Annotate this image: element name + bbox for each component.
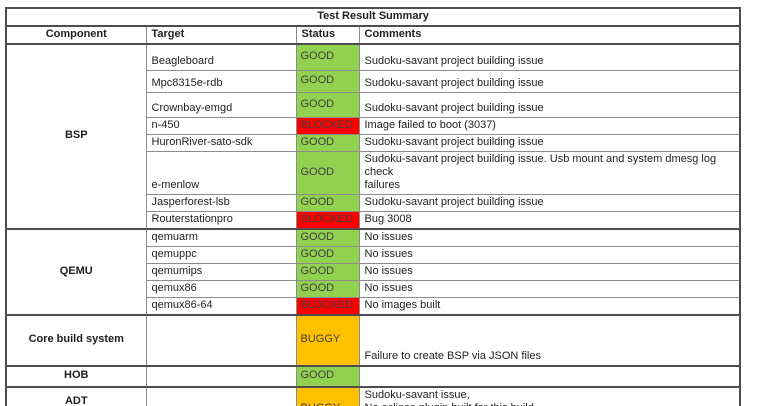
comment-cell: Sudoku-savant project building issue (358, 43, 741, 71)
target-cell: e-menlow (145, 150, 297, 195)
table-row: Mpc8315e-rdb GOOD Sudoku-savant project … (6, 69, 741, 93)
status-cell: GOOD (295, 364, 360, 387)
comment-cell: No issues (358, 262, 741, 281)
test-result-table: Test Result Summary Component Target Sta… (5, 7, 742, 406)
target-cell: HuronRiver-sato-sdk (145, 133, 297, 152)
table-row: qemumips GOOD No issues (6, 262, 741, 281)
table-title-row: Test Result Summary (5, 7, 741, 27)
table-row: Crownbay-emgd GOOD Sudoku-savant project… (6, 91, 741, 118)
comment-cell: No issues (358, 279, 741, 298)
comment-cell: Sudoku-savant project building issue (358, 91, 741, 118)
table-row: ADT BUGGY Sudoku-savant issue, No eclips… (5, 385, 741, 406)
comment-cell: Bug 3008 (358, 210, 741, 229)
column-header-comments: Comments (358, 25, 741, 45)
target-cell (145, 385, 297, 406)
comment-cell: No issues (358, 245, 741, 264)
status-cell: GOOD (295, 227, 360, 247)
comment-cell: Image failed to boot (3037) (358, 116, 741, 135)
column-header-target: Target (145, 25, 297, 45)
comment-cell: Sudoku-savant project building issue (358, 133, 741, 152)
table-row: HOB GOOD (5, 364, 741, 387)
target-cell: Beagleboard (145, 43, 297, 71)
status-cell: BLOCKED (295, 296, 360, 315)
table-row: qemux86-64 BLOCKED No images built (6, 296, 741, 315)
comment-cell: Sudoku-savant issue, No eclipse plugin b… (358, 385, 741, 406)
component-cell-adt: ADT (5, 385, 147, 406)
target-cell: qemuppc (145, 245, 297, 264)
status-cell: BUGGY (295, 313, 360, 366)
table-header-row: Component Target Status Comments (5, 25, 741, 45)
comment-cell: No images built (358, 296, 741, 315)
target-cell: qemumips (145, 262, 297, 281)
table-row: QEMU qemuarm GOOD No issues (5, 227, 741, 315)
status-cell: GOOD (295, 150, 360, 195)
component-cell-hob: HOB (5, 364, 147, 387)
table-row: HuronRiver-sato-sdk GOOD Sudoku-savant p… (6, 133, 741, 152)
comment-cell: Sudoku-savant project building issue (358, 69, 741, 93)
comment-cell: Sudoku-savant project building issue. Us… (358, 150, 741, 195)
status-cell: GOOD (295, 133, 360, 152)
table-row: e-menlow GOOD Sudoku-savant project buil… (6, 150, 741, 195)
target-cell (145, 313, 297, 366)
comment-cell: Sudoku-savant project building issue (358, 193, 741, 212)
comment-cell (358, 364, 741, 387)
column-header-status: Status (295, 25, 360, 45)
comment-cell: Failure to create BSP via JSON files (358, 313, 741, 366)
target-cell: qemux86-64 (145, 296, 297, 315)
target-cell (145, 364, 297, 387)
target-cell: Jasperforest-lsb (145, 193, 297, 212)
target-cell: Crownbay-emgd (145, 91, 297, 118)
component-cell-qemu: QEMU (5, 227, 147, 315)
status-cell: GOOD (295, 279, 360, 298)
target-cell: Mpc8315e-rdb (145, 69, 297, 93)
table-row: Routerstationpro BLOCKED Bug 3008 (6, 210, 741, 229)
status-cell: BUGGY (295, 385, 360, 406)
table-row: Jasperforest-lsb GOOD Sudoku-savant proj… (6, 193, 741, 212)
table-title: Test Result Summary (5, 7, 741, 27)
column-header-component: Component (5, 25, 147, 45)
target-cell: Routerstationpro (145, 210, 297, 229)
component-cell-core-build-system: Core build system (5, 313, 147, 366)
target-cell: qemuarm (145, 227, 297, 247)
target-cell: n-450 (145, 116, 297, 135)
status-cell: BLOCKED (295, 210, 360, 229)
table-row: Core build system BUGGY Failure to creat… (5, 313, 741, 366)
status-cell: BLOCKED (295, 116, 360, 135)
component-cell-bsp: BSP (5, 43, 147, 229)
status-cell: GOOD (295, 193, 360, 212)
status-cell: GOOD (295, 91, 360, 118)
table-row: BSP Beagleboard GOOD Sudoku-savant proje… (5, 43, 741, 229)
status-cell: GOOD (295, 262, 360, 281)
target-cell: qemux86 (145, 279, 297, 298)
status-cell: GOOD (295, 43, 360, 71)
table-row: n-450 BLOCKED Image failed to boot (3037… (6, 116, 741, 135)
table-row: qemux86 GOOD No issues (6, 279, 741, 298)
status-cell: GOOD (295, 245, 360, 264)
status-cell: GOOD (295, 69, 360, 93)
comment-cell: No issues (358, 227, 741, 247)
